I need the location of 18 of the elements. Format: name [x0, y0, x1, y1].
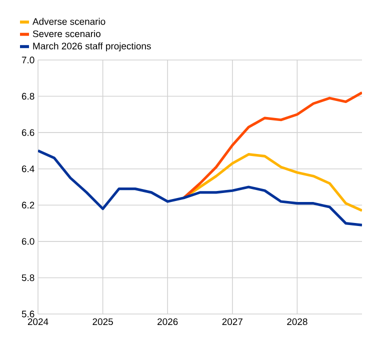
- y-tick-label: 6.4: [22, 166, 34, 172]
- y-tick-label: 5.6: [22, 310, 34, 318]
- line-series: [182, 91, 362, 200]
- legend-label: Adverse scenario: [32, 18, 106, 25]
- y-tick-label: 6.2: [22, 202, 34, 208]
- legend-label: Severe scenario: [32, 30, 100, 38]
- line-series: [38, 149, 362, 226]
- x-tick-label: 2028: [287, 318, 308, 326]
- y-tick-label: 6.0: [22, 238, 34, 245]
- x-tick-label: 2026: [158, 318, 178, 326]
- legend-label: March 2026 staff projections: [33, 42, 151, 52]
- x-tick-label: 2025: [92, 318, 113, 326]
- y-tick-label: 7.0: [22, 56, 34, 64]
- y-tick-label: 6.6: [22, 129, 34, 136]
- x-tick-label: 2024: [28, 318, 48, 326]
- x-tick-label: 2027: [222, 318, 242, 326]
- y-tick-label: 6.8: [22, 92, 34, 100]
- y-tick-label: 5.8: [22, 274, 34, 282]
